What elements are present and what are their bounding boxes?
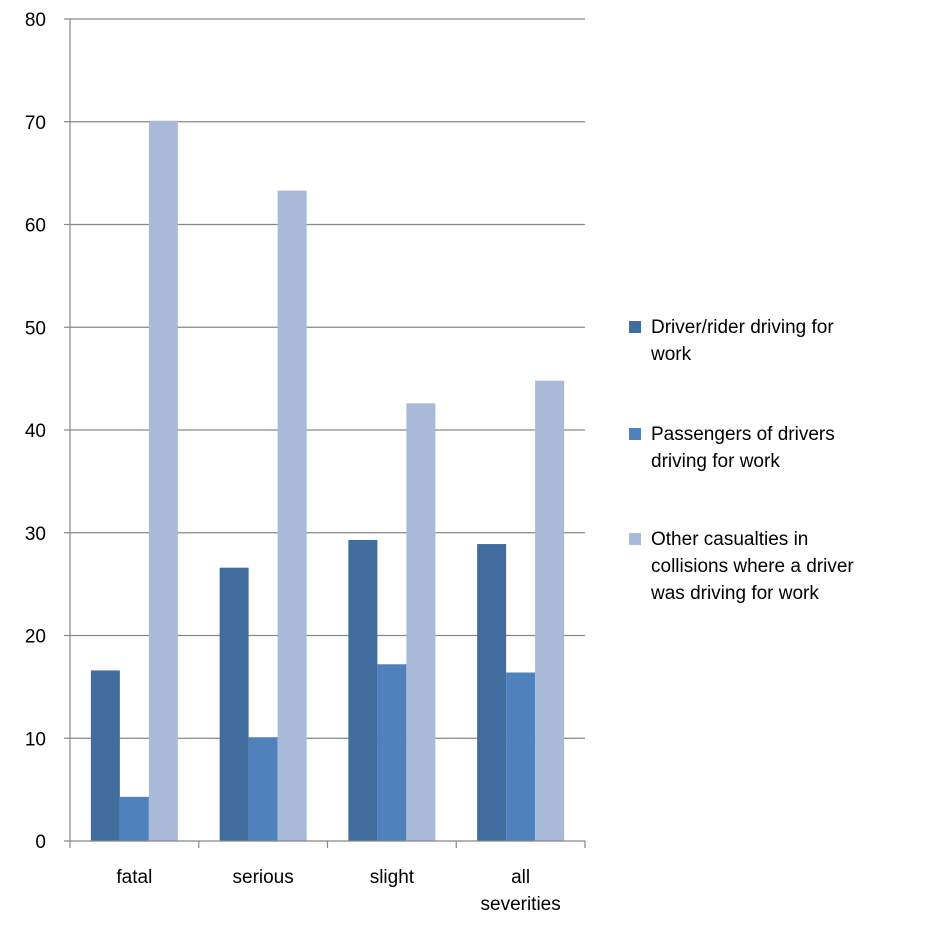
bar-series-2-category-1 <box>119 796 149 841</box>
legend: Driver/rider driving for work Passengers o… <box>629 317 854 604</box>
bar-series-3-category-3 <box>406 403 436 841</box>
y-tick-label: 70 <box>25 113 46 134</box>
x-category-label: slight <box>370 867 415 888</box>
bar-series-3-category-4 <box>535 380 565 841</box>
axes <box>64 18 586 848</box>
y-tick-label: 80 <box>25 10 46 31</box>
y-tick-label: 60 <box>25 216 46 237</box>
legend-swatch <box>629 428 641 440</box>
legend-label: was driving for work <box>650 583 819 604</box>
legend-swatch <box>629 533 641 545</box>
legend-swatch <box>629 321 641 333</box>
bar-series-2-category-4 <box>506 672 536 841</box>
bar-series-3-category-2 <box>277 190 307 841</box>
y-tick-label: 40 <box>25 421 46 442</box>
bar-series-2-category-2 <box>248 737 278 841</box>
x-category-label: serious <box>233 867 294 888</box>
legend-label: collisions where a driver <box>651 556 854 577</box>
bar-series-3-category-1 <box>148 120 178 841</box>
y-tick-label: 50 <box>25 318 46 339</box>
legend-label: Passengers of drivers <box>651 424 835 445</box>
legend-label: Driver/rider driving for <box>651 317 834 338</box>
legend-label: work <box>650 344 692 365</box>
y-tick-labels: 0 10 20 30 40 50 60 70 80 <box>25 10 46 853</box>
gridlines <box>70 18 585 739</box>
bar-series-1-category-2 <box>219 567 249 841</box>
legend-label: driving for work <box>651 451 780 472</box>
bars <box>90 120 565 841</box>
bar-series-1-category-4 <box>477 544 507 841</box>
y-tick-label: 0 <box>35 832 46 853</box>
legend-label: Other casualties in <box>651 529 808 550</box>
y-tick-label: 30 <box>25 524 46 545</box>
x-category-labels: fatal serious slight all severities <box>116 867 560 915</box>
y-tick-label: 10 <box>25 729 46 750</box>
bar-series-1-category-3 <box>348 539 378 841</box>
x-category-label: all <box>511 867 530 888</box>
bar-series-2-category-3 <box>377 664 407 841</box>
x-category-label: severities <box>481 894 561 915</box>
bar-series-1-category-1 <box>90 670 120 841</box>
x-category-label: fatal <box>116 867 152 888</box>
y-tick-label: 20 <box>25 627 46 648</box>
